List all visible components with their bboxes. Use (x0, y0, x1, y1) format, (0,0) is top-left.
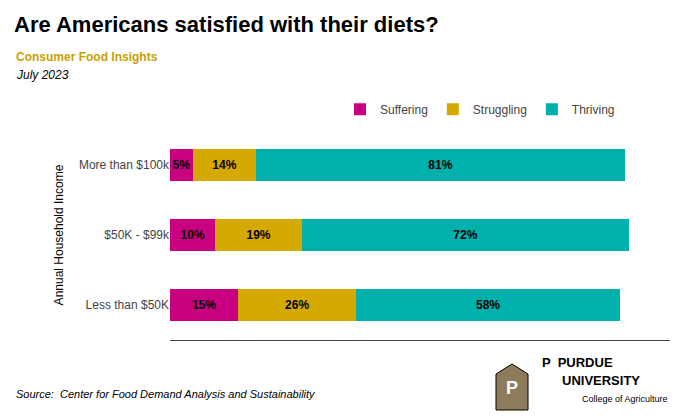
svg-text:P: P (506, 378, 518, 398)
svg-text:Less than $50K: Less than $50K (86, 298, 169, 312)
svg-text:Struggling: Struggling (473, 103, 527, 117)
svg-text:14%: 14% (212, 158, 236, 172)
svg-text:Annual Household Income: Annual Household Income (52, 164, 66, 305)
svg-text:P PURDUE: P PURDUE (542, 355, 613, 370)
svg-text:10%: 10% (181, 228, 205, 242)
svg-text:58%: 58% (476, 298, 500, 312)
svg-text:19%: 19% (246, 228, 270, 242)
svg-text:College of Agriculture: College of Agriculture (582, 394, 668, 404)
svg-text:More than $100k: More than $100k (79, 158, 170, 172)
svg-text:72%: 72% (453, 228, 477, 242)
svg-text:15%: 15% (192, 298, 216, 312)
svg-text:UNIVERSITY: UNIVERSITY (562, 373, 640, 388)
svg-text:Thriving: Thriving (572, 103, 615, 117)
svg-text:5%: 5% (173, 158, 191, 172)
svg-text:Consumer Food Insights: Consumer Food Insights (16, 50, 158, 64)
svg-text:26%: 26% (285, 298, 309, 312)
svg-text:Are Americans satisfied with t: Are Americans satisfied with their diets… (14, 12, 439, 37)
svg-text:Source: Center for Food Deman: Source: Center for Food Demand Analysis … (16, 388, 316, 400)
svg-text:81%: 81% (428, 158, 452, 172)
svg-text:Suffering: Suffering (380, 103, 428, 117)
svg-text:July 2023: July 2023 (16, 68, 69, 82)
svg-text:$50K - $99k: $50K - $99k (104, 228, 170, 242)
